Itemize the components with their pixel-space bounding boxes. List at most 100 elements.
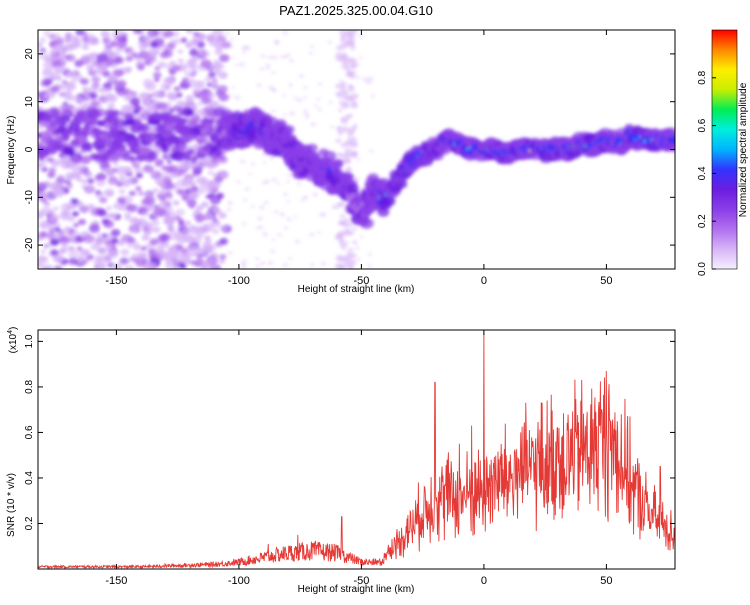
spectrogram-cell xyxy=(189,260,197,266)
spectrogram-cell xyxy=(352,101,359,107)
spectrogram-cell xyxy=(111,167,118,173)
spectrogram-cell xyxy=(137,251,148,260)
chart-title: PAZ1.2025.325.00.04.G10 xyxy=(279,3,433,18)
spectrogram-cell xyxy=(317,107,322,112)
spectrogram-cell xyxy=(316,97,321,101)
spectrogram-cell xyxy=(345,30,352,33)
spectrogram-cell xyxy=(52,231,63,240)
spectrogram-cell xyxy=(106,94,118,103)
spectrogram-cell xyxy=(352,240,358,245)
spectrogram-cell xyxy=(317,231,321,235)
spectrogram-cell xyxy=(82,38,90,44)
spectrogram-cell xyxy=(39,37,47,43)
spectrogram-cell xyxy=(86,65,94,72)
spectrogram-cell xyxy=(179,125,192,135)
spectrogram-cell xyxy=(152,71,162,79)
spectrogram-cell xyxy=(80,30,89,37)
spectrogram-cell xyxy=(126,138,140,149)
spectrogram-cell xyxy=(309,262,315,267)
spectrogram-cell xyxy=(217,85,228,94)
snr-y-label: SNR (10 * v/v) xyxy=(6,473,17,537)
spectrogram-cell xyxy=(88,57,95,62)
spectrogram-cell xyxy=(359,217,374,229)
spectrogram-cell xyxy=(256,216,263,221)
spectrogram-cell xyxy=(346,222,354,228)
spectrogram-cell xyxy=(200,111,207,117)
spectrogram-cell xyxy=(117,70,125,76)
x-tick-label: 50 xyxy=(600,575,612,587)
spectrogram-cell xyxy=(160,200,167,206)
spectrogram-cell xyxy=(248,172,253,176)
spectrogram-cell xyxy=(104,108,116,118)
spectrogram-cell xyxy=(355,63,361,67)
spectrogram-cell xyxy=(208,71,216,78)
spectrogram-cell xyxy=(340,118,348,125)
spectrogram-cell xyxy=(256,83,262,88)
spectrogram-cell xyxy=(361,77,369,82)
spectrogram-cell xyxy=(227,94,233,98)
spectrogram-cell xyxy=(260,54,266,59)
spectrogram-cell xyxy=(321,212,327,217)
spectrogram-cell xyxy=(196,247,204,253)
spectrogram-cell xyxy=(81,179,88,184)
spectrogram-cell xyxy=(177,58,184,64)
spectrogram-cell xyxy=(218,71,228,80)
spectrogram-cell xyxy=(51,139,62,148)
spectrogram-cell xyxy=(105,43,113,50)
snr-x-label: Height of straight line (km) xyxy=(298,584,415,595)
spectrogram-cell xyxy=(123,95,130,101)
spectrogram-cell xyxy=(195,176,207,185)
spectrogram-cell xyxy=(64,93,74,102)
spectrogram-cell xyxy=(218,258,226,264)
spectrogram-cell xyxy=(245,46,250,50)
spectrogram-cell xyxy=(313,104,319,108)
spectrogram-cell xyxy=(119,241,125,246)
spectrogram-cell xyxy=(270,249,276,254)
spectrogram-cell xyxy=(178,144,187,151)
spectrogram-cell xyxy=(309,151,321,161)
spectrogram-cell xyxy=(186,131,198,140)
spectrogram-cell xyxy=(114,35,122,41)
spectrogram-cell xyxy=(337,108,343,113)
snr-x-ticks: -150 -100 -50 0 50 xyxy=(105,330,613,587)
spectrogram-cell xyxy=(153,77,160,83)
spectrogram-cell xyxy=(190,236,202,245)
spectrogram-cell xyxy=(97,119,106,127)
spectrogram-cell xyxy=(258,205,265,210)
spectrogram-cell xyxy=(269,155,275,161)
spectrogram-cell xyxy=(173,86,181,92)
spectrogram-cell xyxy=(358,34,363,38)
spectrogram-cell xyxy=(65,164,72,170)
spectrogram-cell xyxy=(124,112,135,121)
spectrogram-cell xyxy=(347,247,354,253)
spectrogram-cell xyxy=(154,66,161,71)
spectrogram-cell xyxy=(122,153,133,162)
spectrogram-cell xyxy=(195,80,206,89)
spectrogram-cell xyxy=(113,263,123,269)
spectrogram-cell xyxy=(81,95,89,101)
spectrogram-cell xyxy=(173,231,183,238)
spectrogram-cell xyxy=(273,39,280,45)
spectrogram-cell xyxy=(229,37,235,42)
spectrogram-cell xyxy=(212,30,224,38)
spectrogram-cell xyxy=(293,215,298,219)
spectrogram-cell xyxy=(61,79,69,85)
spectrogram-cell xyxy=(55,37,65,44)
spectrogram-cell xyxy=(93,265,100,269)
spectrogram-cell xyxy=(224,31,230,36)
spectrogram-cell xyxy=(157,123,166,130)
spectrogram-cell xyxy=(293,96,298,100)
spectrogram-cell xyxy=(217,37,226,44)
y-tick-label: 1.0 xyxy=(24,334,35,348)
spectrogram-cell xyxy=(259,66,265,72)
spectrogram-cell xyxy=(255,257,260,261)
colorbar-tick-label: 0.2 xyxy=(697,214,708,228)
spectrogram-cell xyxy=(159,196,167,202)
spectrogram-cell xyxy=(244,187,250,192)
spectrogram-cell xyxy=(303,86,309,90)
spectrogram-cell xyxy=(38,182,48,191)
spectrogram-cell xyxy=(107,249,119,259)
snr-frame xyxy=(37,329,676,570)
spectrogram-cell xyxy=(42,93,49,98)
